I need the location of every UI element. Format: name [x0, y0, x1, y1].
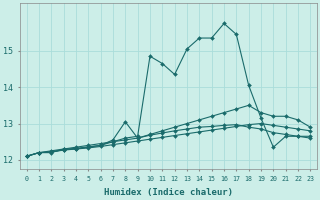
X-axis label: Humidex (Indice chaleur): Humidex (Indice chaleur) [104, 188, 233, 197]
